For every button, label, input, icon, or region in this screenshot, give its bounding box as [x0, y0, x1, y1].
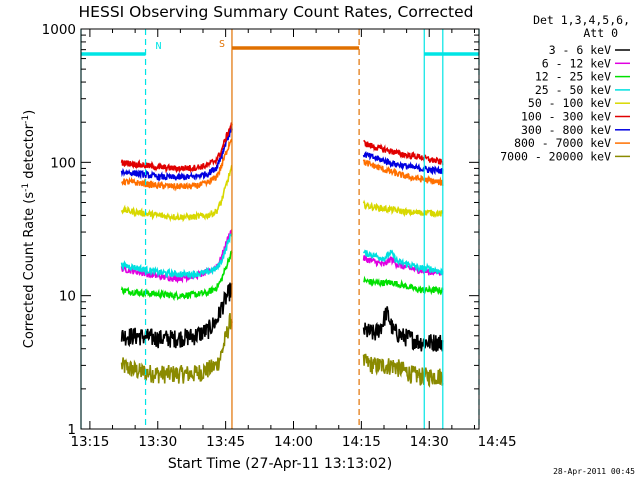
- legend-label: 25 - 50 keV: [535, 83, 611, 97]
- x-tick-label: 13:15: [70, 434, 109, 450]
- plot-frame: [80, 28, 480, 430]
- legend-label: 7000 - 20000 keV: [500, 149, 611, 163]
- chart-title: HESSI Observing Summary Count Rates, Cor…: [79, 3, 474, 21]
- x-tick-label: 14:00: [274, 434, 313, 450]
- series-25-50-keV-part-2: [362, 249, 444, 276]
- series-300-800-keV-part-1: [120, 126, 233, 182]
- series-100-300-keV-part-2: [363, 139, 444, 166]
- x-tick-label: 14:45: [478, 434, 517, 450]
- series-7000-20000-keV-part-1: [120, 313, 233, 384]
- legend-label: 100 - 300 keV: [521, 110, 611, 124]
- series-300-800-keV-part-2: [362, 150, 444, 176]
- y-tick-label: 100: [50, 155, 76, 171]
- y-tick-label: 1000: [42, 22, 76, 38]
- legend-header-line-1: Det 1,3,4,5,6,: [533, 13, 630, 27]
- y-tick-label: 1: [67, 422, 76, 438]
- legend-label: 3 - 6 keV: [549, 43, 611, 57]
- x-axis: 13:15 13:30 13:45 14:00 14:15 14:30 14:45: [70, 29, 517, 450]
- x-tick-label: 14:30: [410, 434, 449, 450]
- timestamp: 28-Apr-2011 00:45: [553, 467, 635, 476]
- series-3-6-keV-part-2: [362, 306, 444, 352]
- flag-label-s: S: [219, 39, 225, 50]
- series-800-7000-keV-part-2: [362, 159, 444, 186]
- y-tick-label: 10: [59, 289, 76, 305]
- series-800-7000-keV-part-1: [121, 138, 233, 192]
- legend-label: 800 - 7000 keV: [514, 136, 611, 150]
- y-axis-label: Corrected Count Rate (s-1 detector-1): [21, 110, 37, 348]
- series-3-6-keV-part-1: [120, 282, 233, 349]
- x-axis-label: Start Time (27-Apr-11 13:13:02): [168, 456, 392, 472]
- series-12-25-keV-part-1: [120, 249, 233, 302]
- x-tick-label: 14:15: [342, 434, 381, 450]
- flag-label-n: N: [156, 41, 162, 52]
- legend-label: 12 - 25 keV: [535, 70, 611, 84]
- series-12-25-keV-part-2: [363, 275, 444, 296]
- legend-label: 300 - 800 keV: [521, 123, 611, 137]
- legend-header-line-2: Att 0: [583, 26, 618, 40]
- y-axis: 1 10 100 1000: [42, 22, 479, 438]
- series-50-100-keV-part-2: [362, 199, 444, 218]
- x-tick-label: 13:30: [138, 434, 177, 450]
- series-7000-20000-keV-part-2: [362, 353, 444, 388]
- series-25-50-keV-part-1: [120, 233, 233, 280]
- series-50-100-keV-part-1: [120, 164, 233, 223]
- legend-label: 6 - 12 keV: [542, 56, 611, 70]
- series-100-300-keV-part-1: [120, 122, 233, 174]
- legend-label: 50 - 100 keV: [528, 96, 611, 110]
- x-tick-label: 13:45: [206, 434, 245, 450]
